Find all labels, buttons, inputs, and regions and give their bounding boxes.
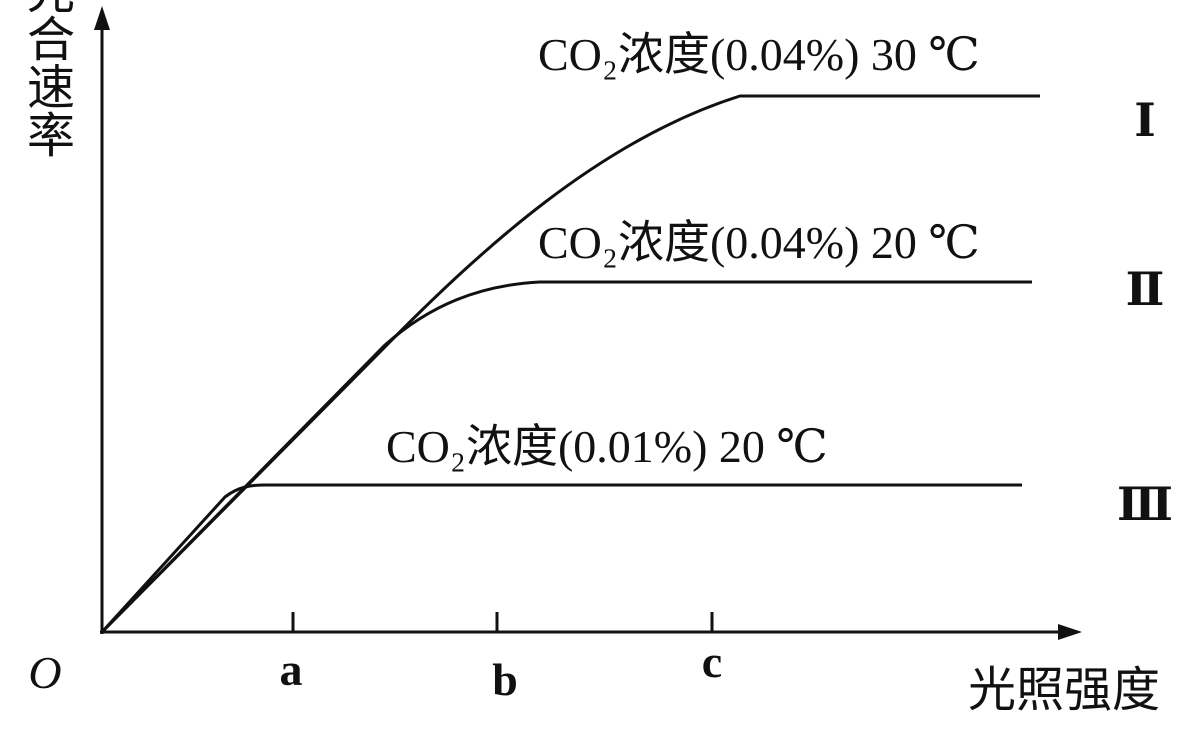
curve-numeral: Ⅰ [1134,95,1156,146]
curve-label: CO₂浓度(0.04%) 30 ℃ [538,29,980,80]
curve-3 [100,483,1022,634]
curve-label: CO₂浓度(0.01%) 20 ℃ [386,421,828,472]
x-axis-label: 光照强度 [968,662,1160,718]
y-axis-label: 光合速率 [18,0,74,158]
curve-numeral: Ⅱ [1126,264,1165,315]
x-arrow [1058,624,1082,640]
y-arrow [94,6,110,30]
origin-label: O [28,647,61,698]
x-tick-label: c [702,636,722,687]
x-tick-label: a [280,644,303,695]
curve-label: CO₂浓度(0.04%) 20 ℃ [538,217,980,268]
x-tick-label: b [492,654,518,705]
curve-numeral: Ⅲ [1117,479,1173,530]
curve-1 [100,94,1040,634]
curve-2 [100,280,1032,634]
